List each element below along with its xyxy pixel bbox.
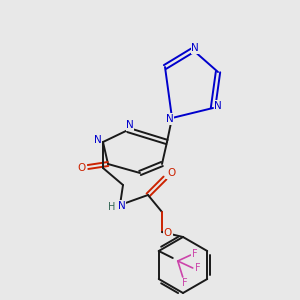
Text: N: N — [191, 43, 199, 53]
Text: F: F — [192, 249, 198, 259]
Text: N: N — [214, 101, 222, 111]
Text: O: O — [164, 228, 172, 238]
Text: O: O — [78, 163, 86, 173]
Text: N: N — [166, 114, 174, 124]
Text: F: F — [182, 278, 188, 288]
Text: H: H — [108, 202, 116, 212]
Text: O: O — [167, 168, 175, 178]
Text: N: N — [126, 120, 134, 130]
Text: F: F — [195, 263, 201, 273]
Text: N: N — [118, 201, 126, 211]
Text: N: N — [94, 135, 102, 145]
